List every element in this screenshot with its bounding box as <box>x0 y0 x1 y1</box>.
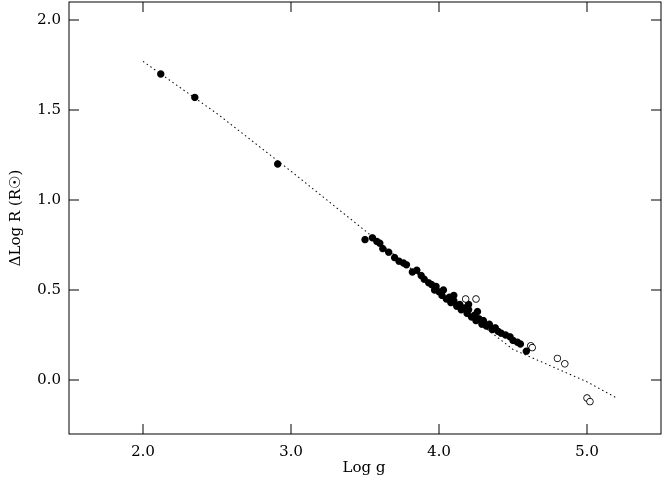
x-axis-label: Log g <box>343 458 386 476</box>
y-axis-label: ΔLog R (R☉) <box>6 170 24 267</box>
x-tick-label: 4.0 <box>427 442 451 460</box>
data-point <box>361 235 369 244</box>
data-point <box>450 291 458 300</box>
plot-frame <box>68 1 662 435</box>
data-point <box>384 248 393 256</box>
data-point <box>586 397 594 406</box>
y-tick-label: 0.0 <box>37 370 61 388</box>
y-tick-label: 1.5 <box>37 100 61 118</box>
data-point <box>553 354 562 363</box>
data-point <box>461 295 470 303</box>
data-point <box>472 295 480 303</box>
y-tick-label: 0.5 <box>37 280 61 298</box>
data-point <box>528 343 536 352</box>
data-point <box>273 160 282 168</box>
x-tick-label: 2.0 <box>131 442 155 460</box>
data-point <box>516 340 525 348</box>
y-tick-label: 2.0 <box>37 10 61 28</box>
data-point <box>522 347 531 355</box>
data-point <box>402 261 411 269</box>
fit-line <box>142 60 617 399</box>
data-point <box>413 266 421 274</box>
x-tick-label: 5.0 <box>575 442 599 460</box>
x-tick-label: 3.0 <box>279 442 303 460</box>
y-tick-label: 1.0 <box>37 190 61 208</box>
data-point <box>439 286 448 294</box>
data-point <box>379 244 387 253</box>
data-point <box>473 307 482 316</box>
data-point <box>561 360 569 368</box>
